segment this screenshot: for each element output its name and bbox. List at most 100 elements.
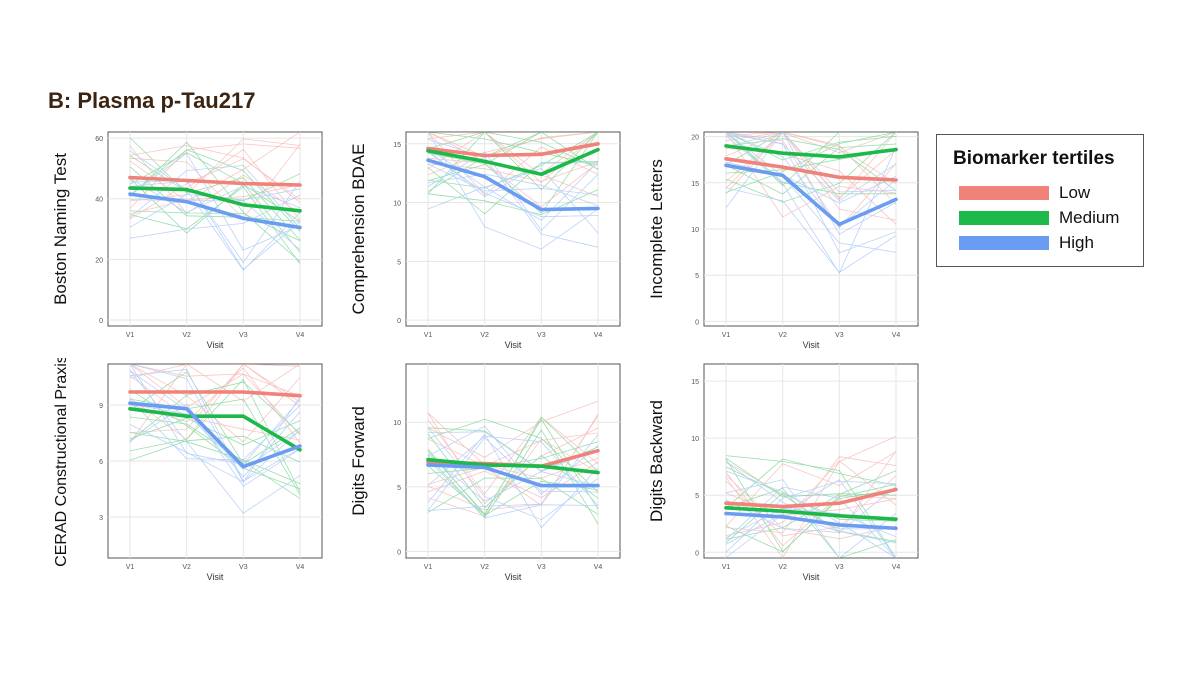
y-tick-label: 5 [695, 273, 699, 280]
y-axis-label: Boston Naming Test [51, 153, 70, 305]
trajectory-line [725, 132, 896, 186]
trajectory-line [129, 177, 301, 213]
figure-title: B: Plasma p-Tau217 [48, 88, 256, 113]
series-line-high [426, 158, 600, 212]
y-tick-label: 0 [695, 550, 699, 557]
plot-area: 0 5 10 15 20 V1 V2 V3 V4 Visit Incomplete Letters [647, 131, 919, 350]
trajectory-line [427, 400, 599, 458]
series-line-low [724, 487, 898, 509]
trajectory-line [427, 139, 599, 248]
trajectory-line [129, 432, 301, 485]
trajectory-line [427, 461, 599, 498]
trajectory-line [129, 364, 301, 443]
trajectory-line [725, 451, 897, 527]
trajectory-line [725, 132, 896, 195]
y-tick-label: 15 [691, 379, 699, 386]
trajectory-line [725, 132, 897, 161]
x-tick-label: V4 [892, 564, 901, 571]
series-line-low [724, 156, 898, 182]
plot-frame [107, 131, 323, 327]
trajectory-line [129, 152, 301, 251]
x-tick-label: V1 [126, 564, 135, 571]
trajectory-line [725, 187, 897, 274]
trajectory-line [725, 138, 897, 191]
trajectory-line [725, 513, 897, 558]
trajectory-line [427, 157, 599, 208]
trajectory-line [427, 161, 599, 182]
trajectory-line [725, 456, 897, 534]
x-axis-label: Visit [207, 572, 224, 582]
trajectory-line [129, 199, 301, 251]
series-line-high [426, 463, 600, 488]
y-tick-label: 10 [691, 227, 699, 234]
trajectory-line [129, 364, 301, 483]
legend-label-low: Low [1059, 183, 1091, 202]
y-tick-label: 5 [397, 259, 401, 266]
trajectory-line [427, 418, 599, 493]
trajectory-line [725, 132, 897, 235]
trajectory-line [725, 487, 897, 558]
trajectory-line [427, 431, 599, 472]
trajectory-line [427, 132, 599, 176]
y-axis-label: Incomplete Letters [647, 159, 666, 299]
x-tick-label: V1 [722, 564, 731, 571]
legend-label-high: High [1059, 233, 1094, 252]
y-tick-label: 20 [95, 257, 103, 264]
series-line-medium [724, 506, 898, 521]
y-tick-label: 15 [691, 181, 699, 188]
legend-swatch-low [959, 186, 1049, 200]
x-tick-label: V2 [778, 564, 787, 571]
x-tick-label: V4 [594, 332, 603, 339]
legend-title: Biomarker tertiles [953, 148, 1115, 169]
trajectory-line [129, 403, 301, 470]
individual-trajectories [129, 132, 301, 271]
trajectory-line [427, 429, 599, 525]
y-tick-label: 0 [397, 550, 401, 557]
x-tick-label: V2 [778, 332, 787, 339]
y-tick-label: 20 [691, 135, 699, 142]
trajectory-line [427, 433, 599, 529]
x-tick-label: V4 [892, 332, 901, 339]
x-tick-label: V3 [239, 564, 248, 571]
trajectory-line [129, 398, 301, 495]
trajectory-line [129, 403, 301, 487]
trajectory-line [427, 132, 599, 214]
trajectory-line [129, 364, 301, 436]
trajectory-line [725, 132, 897, 205]
series-line-medium [724, 144, 898, 159]
plot-area: 0 5 10 V1 V2 V3 V4 Visit Digits Forward [349, 363, 621, 582]
x-tick-label: V4 [296, 564, 305, 571]
legend: Biomarker tertiles Low Medium High [936, 134, 1144, 267]
trajectory-line [725, 132, 897, 229]
trajectory-line [725, 132, 897, 193]
y-tick-label: 5 [397, 485, 401, 492]
x-axis-label: Visit [803, 572, 820, 582]
y-tick-label: 15 [393, 142, 401, 149]
y-tick-label: 0 [397, 318, 401, 325]
series-line-medium [426, 457, 600, 475]
plot-area: 0 20 40 60 V1 V2 V3 V4 Visit Boston Naming Test [51, 131, 323, 350]
trajectory-line [427, 161, 599, 221]
series-line-medium [426, 147, 600, 177]
trajectory-line [725, 480, 897, 553]
series-line-low [128, 175, 302, 187]
legend-label-medium: Medium [1059, 208, 1120, 227]
x-tick-label: V4 [594, 564, 603, 571]
y-tick-label: 60 [95, 136, 103, 143]
x-axis-label: Visit [505, 572, 522, 582]
trajectory-line [725, 470, 897, 540]
trajectory-line [725, 132, 897, 182]
trajectory-line [427, 416, 599, 495]
trajectory-line [725, 458, 897, 509]
trajectory-line [725, 483, 897, 553]
trajectory-line [725, 461, 896, 530]
trajectory-line [427, 433, 599, 509]
trajectory-line [129, 378, 301, 493]
trajectory-line [129, 186, 301, 264]
trajectory-line [725, 457, 897, 498]
y-tick-label: 10 [691, 436, 699, 443]
trajectory-line [725, 132, 897, 253]
trajectory-line [725, 470, 897, 558]
trajectory-line [129, 132, 301, 202]
trajectory-line [129, 166, 301, 222]
